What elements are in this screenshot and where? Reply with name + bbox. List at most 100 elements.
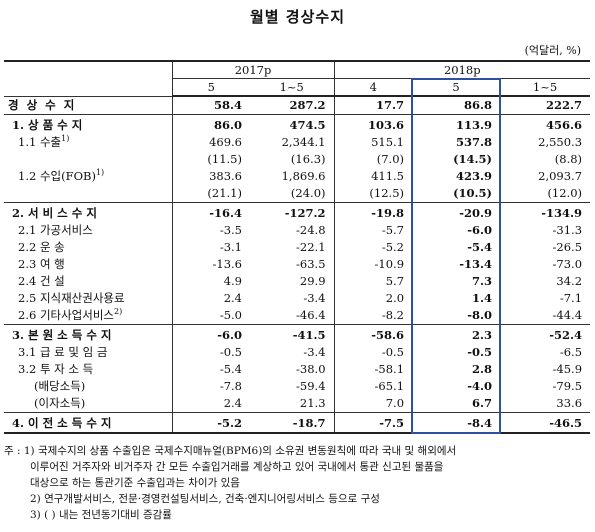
cell-value: 474.5 (250, 114, 335, 134)
cell-value: -7.8 (219, 379, 242, 393)
cell-value: -18.7 (250, 412, 335, 434)
row-label-text: (배당소득) (34, 379, 86, 393)
row-label: 1.1 수출1) (4, 134, 173, 151)
footnote-ref: 1) (61, 134, 70, 144)
row-label: 2.6 기타사업서비스2) (4, 307, 173, 325)
cell-value: -45.9 (552, 362, 583, 376)
cell-value: -59.4 (250, 378, 335, 395)
cell-value: 34.2 (556, 274, 583, 288)
header-year-2018: 2018p (334, 60, 591, 79)
table-row: 경 상 수 지 58.4 287.2 17.7 86.8 222.7 (4, 96, 590, 115)
cell-value: -5.4 (467, 240, 493, 254)
cell-value: 456.6 (500, 114, 591, 134)
row-label-text: 2.3 여 행 (18, 257, 65, 271)
cell-value: (8.8) (554, 152, 583, 166)
cell-value: 4.9 (223, 274, 242, 288)
cell-value: -127.2 (250, 202, 335, 222)
cell-value: 537.8 (456, 135, 493, 149)
row-label-text: 2. 서 비 스 수 지 (12, 206, 97, 220)
row-label: 2.3 여 행 (4, 256, 173, 273)
cell-value: -20.9 (412, 202, 501, 222)
row-label: 3.1 급 료 및 임 금 (4, 344, 173, 361)
cell-value: -46.4 (250, 307, 335, 325)
cell-value: 2.0 (385, 291, 405, 305)
table-row: 3. 본 원 소 득 수 지 -6.0 -41.5 -58.6 2.3 -52.4 (4, 324, 591, 344)
cell-value: 6.7 (472, 396, 493, 410)
row-label: 1. 상 품 수 지 (4, 114, 173, 134)
header-col: 5 (412, 78, 501, 97)
footnote-line: 이루어진 거주자와 비거주자 간 모든 수출입거래를 계상하고 있어 국내에서 … (30, 461, 444, 473)
row-label-text: 2.6 기타사업서비스 (18, 308, 115, 322)
cell-value: -3.1 (219, 240, 242, 254)
cell-value: -5.4 (219, 362, 242, 376)
cell-value: 2,344.1 (250, 134, 335, 151)
cell-value: 58.4 (213, 98, 242, 112)
cell-value: -31.3 (552, 223, 583, 237)
row-label-text: 1. 상 품 수 지 (12, 118, 83, 132)
row-label: 1.2 수입(FOB)1) (4, 168, 173, 185)
table-row: 1.2 수입(FOB)1) 383.6 1,869.6 411.5 423.9 2,093… (4, 168, 590, 185)
cell-value: 2,093.7 (538, 169, 583, 183)
cell-value: -26.5 (552, 240, 583, 254)
cell-value: 103.6 (334, 114, 413, 134)
cell-value: 2.3 (412, 324, 501, 344)
table-row: 2.5 지식재산권사용료 2.4 -3.4 2.0 1.4 -7.1 (4, 290, 590, 307)
footnote-line: 주 : 1) 국제수지의 상품 수출입은 국제수지매뉴얼(BPM6)의 소유권 … (4, 445, 457, 457)
footnote-line: 대상으로 하는 통관기준 수출입과는 차이가 있음 (30, 477, 240, 489)
cell-value: -38.0 (250, 361, 335, 378)
cell-value: -16.4 (172, 202, 250, 222)
cell-value: -13.6 (212, 257, 243, 271)
table-row: 2.1 가공서비스 -3.5 -24.8 -5.7 -6.0 -31.3 (4, 222, 590, 239)
row-label: (이자소득) (4, 395, 173, 413)
cell-value: -58.6 (334, 324, 413, 344)
header-col: 1~5 (250, 78, 335, 97)
row-label: 3. 본 원 소 득 수 지 (4, 324, 173, 344)
cell-value: -6.0 (172, 324, 250, 344)
cell-value: 86.8 (464, 98, 493, 112)
cell-value: -44.4 (552, 308, 583, 322)
row-label-text: 4. 이 전 소 득 수 지 (12, 416, 112, 430)
cell-value: 1.4 (472, 291, 493, 305)
header-year-2017: 2017p (172, 60, 335, 79)
cell-value: (10.5) (453, 186, 493, 200)
footnote-line: 2) 연구개발서비스, 전문·경영컨설팅서비스, 건축·엔지니어링서비스 등으로… (30, 493, 380, 505)
row-label: 2. 서 비 스 수 지 (4, 202, 173, 222)
table-row: 4. 이 전 소 득 수 지 -5.2 -18.7 -7.5 -8.4 -46.5 (4, 412, 591, 434)
cell-value: 411.5 (371, 169, 405, 183)
row-label (4, 185, 173, 203)
table-row: (배당소득) -7.8 -59.4 -65.1 -4.0 -79.5 (4, 378, 590, 395)
cell-value: -79.5 (552, 379, 583, 393)
table-row: 1. 상 품 수 지 86.0 474.5 103.6 113.9 456.6 (4, 114, 591, 134)
cell-value: 287.2 (250, 96, 335, 115)
cell-value: (16.3) (250, 151, 335, 168)
cell-value: -7.5 (334, 412, 413, 434)
cell-value: 7.3 (472, 274, 493, 288)
cell-value: 5.7 (385, 274, 405, 288)
cell-value: 7.0 (385, 396, 405, 410)
cell-value: -41.5 (250, 324, 335, 344)
cell-value: -3.4 (250, 290, 335, 307)
row-label: 2.2 운 송 (4, 239, 173, 256)
cell-value: 21.3 (250, 395, 335, 413)
cell-value: 515.1 (371, 135, 405, 149)
header-col: 1~5 (500, 78, 591, 97)
cell-value: -65.1 (374, 379, 405, 393)
row-label-text: 3.2 투 자 소 득 (18, 362, 94, 376)
cell-value: -10.9 (374, 257, 405, 271)
cell-value: (21.1) (207, 186, 242, 200)
cell-value: 2.4 (223, 291, 242, 305)
table-row: (이자소득) 2.4 21.3 7.0 6.7 33.6 (4, 395, 590, 413)
table-row: (11.5) (16.3) (7.0) (14.5) (8.8) (4, 151, 590, 168)
row-label: 2.5 지식재산권사용료 (4, 290, 173, 307)
cell-value: -13.4 (459, 257, 493, 271)
header-period-row: 5 1~5 4 5 1~5 (4, 78, 591, 97)
header-year-row: 2017p 2018p (4, 60, 591, 97)
cell-value: 33.6 (556, 396, 583, 410)
row-label: (배당소득) (4, 378, 173, 395)
cell-value: -3.5 (219, 223, 242, 237)
table-row: 2.2 운 송 -3.1 -22.1 -5.2 -5.4 -26.5 (4, 239, 590, 256)
cell-value: (12.5) (369, 186, 405, 200)
header-col: 4 (334, 78, 413, 97)
cell-value: -0.5 (219, 345, 242, 359)
cell-value: 469.6 (209, 135, 242, 149)
